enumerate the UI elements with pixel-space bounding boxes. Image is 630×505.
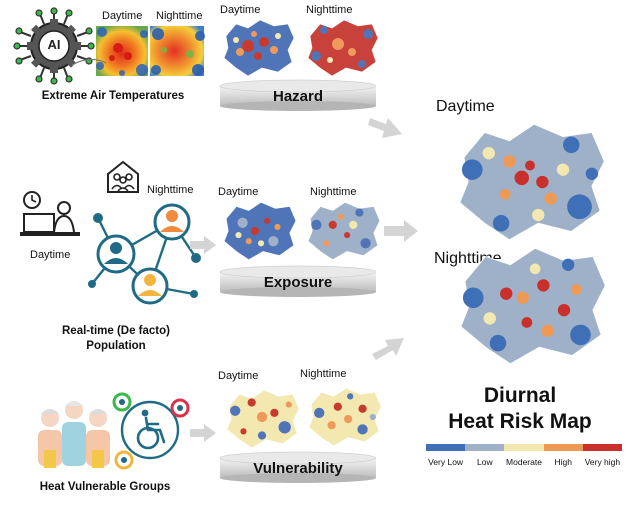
hazard-platform-label: Hazard [272, 88, 324, 105]
hazard-source: AI Daytime Nighttime Extreme Air Tempera… [0, 0, 210, 110]
legend-swatch-very-high [582, 444, 623, 451]
nighttime-temperature-raster [150, 26, 205, 76]
exposure-block: Daytime Nighttime Exposure [210, 182, 381, 297]
exposure-source-label: Real-time (De facto) Population [62, 325, 170, 352]
hazard-day-label: Daytime [220, 4, 261, 16]
legend-colorbar [426, 444, 623, 451]
result-title-line1: Diurnal [483, 384, 557, 407]
legend-swatch-moderate [504, 444, 544, 451]
vulnerability-nighttime-map [308, 387, 382, 447]
exposure-platform-label: Exposure [263, 274, 333, 291]
result-nighttime-map [460, 247, 606, 365]
legend-label-very-high: Very high [584, 457, 621, 467]
exposure-night-label: Nighttime [310, 186, 357, 198]
vulnerability-source: Heat Vulnerable Groups [0, 388, 210, 505]
hazard-daytime-map [223, 19, 295, 77]
vulnerability-platform-label: Vulnerability [253, 460, 343, 477]
legend-label-low: Low [477, 457, 493, 467]
result-block: Daytime Nighttime Diurnal Heat Risk Map … [420, 90, 630, 505]
result-daytime-map [459, 123, 605, 241]
vulnerability-night-label: Nighttime [300, 368, 347, 380]
daytime-temperature-raster [96, 26, 148, 76]
connector-line [71, 58, 107, 66]
legend-label-high: High [554, 457, 572, 467]
raster-night-label: Nighttime [156, 10, 203, 22]
hazard-nighttime-map [307, 19, 379, 77]
elderly-group-icon [38, 401, 110, 468]
legend-label-moderate: Moderate [506, 457, 542, 467]
exposure-source: Nighttime Daytime [0, 150, 210, 360]
arrow-right-icon [190, 236, 216, 254]
arrow-right-icon [384, 220, 418, 242]
house-group-icon [107, 160, 139, 193]
legend-swatch-high [543, 444, 583, 451]
network-people-icon [88, 203, 201, 305]
ai-chip-icon [13, 7, 95, 85]
hazard-night-label: Nighttime [306, 4, 353, 16]
hazard-block: Daytime Nighttime Hazard [210, 0, 380, 115]
wheelchair-icon [112, 392, 190, 470]
desk-clock-icon [20, 191, 80, 236]
exposure-night-small-label: Nighttime [147, 184, 194, 196]
result-day-label: Daytime [436, 98, 495, 115]
ai-badge-text: AI [47, 37, 61, 52]
legend-label-very-low: Very Low [428, 457, 464, 467]
arrow-right-icon [368, 118, 402, 138]
exposure-platform [219, 265, 377, 297]
arrow-right-icon [190, 424, 216, 442]
exposure-day-small-label: Daytime [30, 249, 71, 261]
legend: Very Low Low Moderate High Very high [426, 444, 623, 467]
vulnerability-source-label: Heat Vulnerable Groups [39, 481, 171, 493]
legend-swatch-very-low [426, 444, 466, 451]
exposure-nighttime-map [307, 201, 381, 261]
vulnerability-platform [219, 451, 377, 483]
vulnerability-day-label: Daytime [218, 370, 259, 382]
arrow-right-icon [372, 338, 404, 360]
result-title-line2: Heat Risk Map [448, 410, 592, 433]
hazard-platform [219, 79, 377, 111]
vulnerability-daytime-map [226, 389, 300, 449]
vulnerability-block: Daytime Nighttime Vulnerability [210, 366, 382, 486]
hazard-source-label: Extreme Air Temperatures [41, 90, 185, 102]
exposure-day-label: Daytime [218, 186, 259, 198]
legend-swatch-low [465, 444, 505, 451]
exposure-daytime-map [223, 201, 297, 261]
raster-day-label: Daytime [102, 10, 143, 22]
